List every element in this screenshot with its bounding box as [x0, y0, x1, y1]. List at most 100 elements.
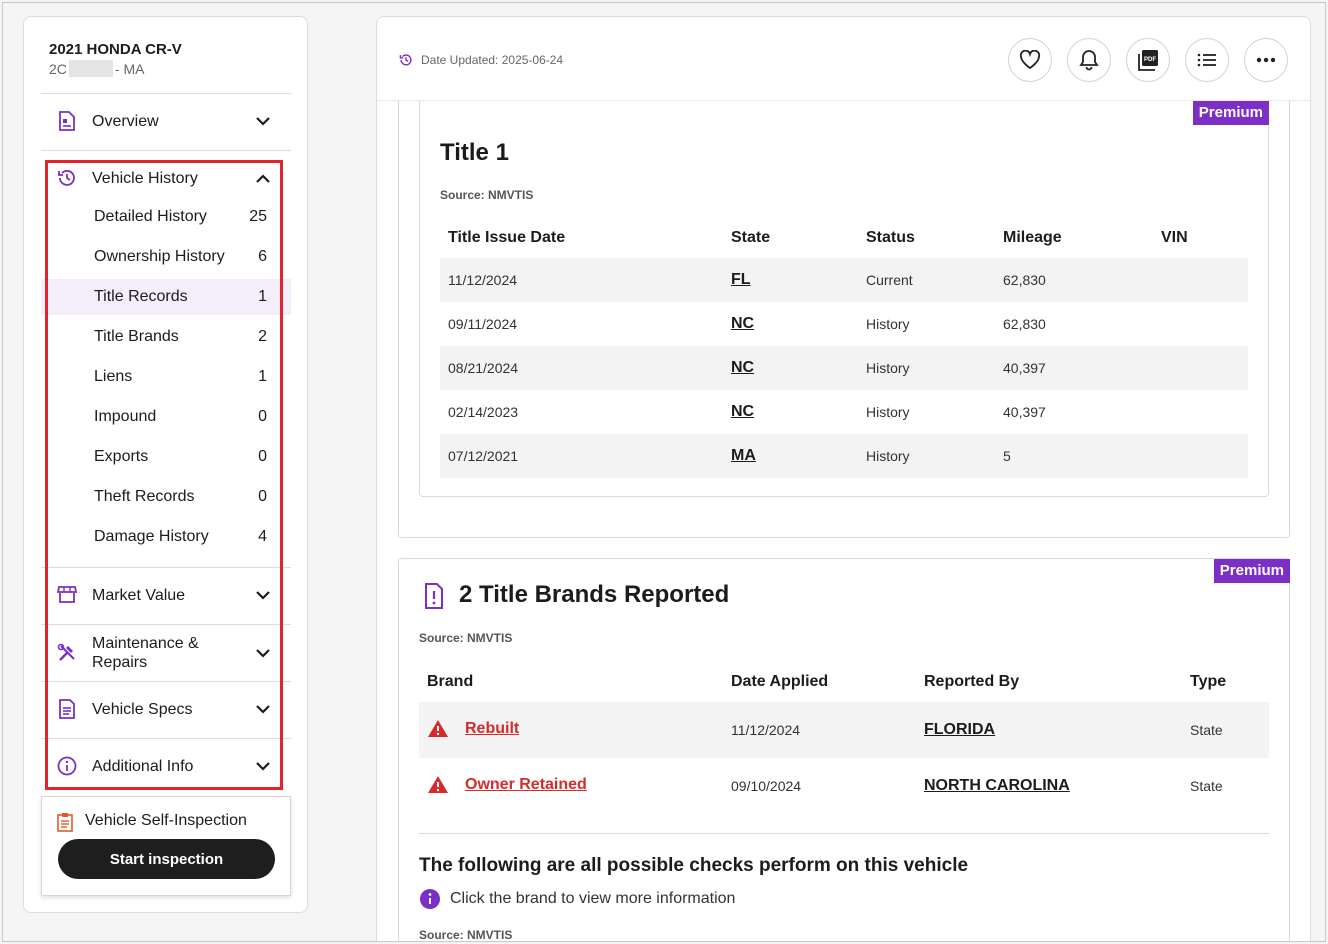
sidebar-item-maintenance[interactable]: Maintenance & Repairs [41, 631, 291, 675]
divider [41, 150, 291, 151]
sidebar: 2021 HONDA CR-V 2C - MA Overview Vehicle… [23, 16, 308, 913]
sidebar-item-label: Vehicle Specs [92, 700, 193, 718]
state-link[interactable]: NC [731, 359, 755, 376]
history-icon [56, 167, 78, 189]
vin-redaction [68, 60, 113, 77]
chevron-down-icon [255, 645, 271, 661]
inspection-label: Vehicle Self-Inspection [85, 812, 247, 829]
table-header-row: Title Issue Date State Status Mileage VI… [440, 218, 1248, 258]
divider [41, 738, 291, 739]
subitem-count: 0 [258, 408, 267, 425]
date-updated-text: Date Updated: 2025-06-24 [421, 53, 564, 67]
sidebar-item-label: Additional Info [92, 757, 194, 775]
favorite-button[interactable] [1008, 38, 1052, 82]
info-hint-text: Click the brand to view more information [450, 890, 736, 907]
sidebar-subitem-title-brands[interactable]: Title Brands 2 [41, 319, 291, 355]
sidebar-subitem-title-records[interactable]: Title Records 1 [41, 279, 291, 315]
vin [1153, 346, 1248, 390]
status: Current [858, 258, 995, 302]
status: History [866, 404, 910, 420]
sidebar-subitem-liens[interactable]: Liens 1 [41, 359, 291, 395]
start-inspection-button[interactable]: Start inspection [58, 839, 275, 879]
brand-type: State [1190, 778, 1223, 794]
subitem-label: Exports [94, 448, 149, 465]
column-header: Mileage [1003, 229, 1062, 246]
mileage: 5 [995, 434, 1153, 478]
date-applied: 09/10/2024 [731, 778, 802, 794]
table-row: 07/12/2021 MA History 5 [440, 434, 1248, 478]
sidebar-subitem-ownership-history[interactable]: Ownership History 6 [41, 239, 291, 275]
alert-document-icon [424, 583, 444, 614]
column-header: Date Applied [731, 673, 829, 690]
column-header: Reported By [924, 673, 1020, 690]
main-panel: Date Updated: 2025-06-24 PDF Premium Ti [376, 16, 1311, 942]
sidebar-subitem-damage-history[interactable]: Damage History 4 [41, 519, 291, 555]
sidebar-subitem-theft-records[interactable]: Theft Records 0 [41, 479, 291, 515]
subitem-count: 2 [258, 328, 267, 345]
sidebar-subitem-detailed-history[interactable]: Detailed History 25 [41, 199, 291, 235]
sidebar-subitem-impound[interactable]: Impound 0 [41, 399, 291, 435]
title-brands-table: Brand Date Applied Reported By Type Rebu… [419, 662, 1269, 814]
top-bar: Date Updated: 2025-06-24 PDF [377, 17, 1310, 101]
divider [419, 833, 1269, 834]
list-button[interactable] [1185, 38, 1229, 82]
vin [1153, 390, 1248, 434]
issue-date: 02/14/2023 [448, 404, 519, 420]
mileage: 40,397 [995, 346, 1153, 390]
sidebar-item-additional-info[interactable]: Additional Info [41, 747, 291, 785]
column-header: Status [866, 229, 915, 246]
specs-icon [56, 698, 78, 720]
issue-date: 07/12/2021 [440, 434, 723, 478]
label-line1: Maintenance & [92, 635, 199, 652]
sidebar-item-overview[interactable]: Overview [41, 102, 291, 140]
issue-date: 11/12/2024 [440, 258, 723, 302]
issue-date: 08/21/2024 [440, 346, 723, 390]
pdf-button[interactable]: PDF [1126, 38, 1170, 82]
reported-by-link[interactable]: FLORIDA [924, 721, 996, 738]
vin [1153, 302, 1248, 346]
state-link[interactable]: NC [731, 315, 755, 332]
title-card: Premium Title 1 Source: NMVTIS Title Iss… [419, 101, 1269, 497]
column-header: State [731, 229, 771, 246]
subitem-label: Detailed History [94, 208, 207, 225]
sidebar-item-label: Overview [92, 112, 159, 130]
subitem-count: 4 [258, 528, 267, 545]
subitem-label: Title Brands [94, 328, 179, 345]
table-header-row: Brand Date Applied Reported By Type [419, 662, 1269, 702]
warning-icon [428, 776, 448, 793]
sidebar-subitem-exports[interactable]: Exports 0 [41, 439, 291, 475]
premium-badge: Premium [1192, 101, 1269, 125]
table-row: 08/21/2024 NC History 40,397 [440, 346, 1248, 390]
subitem-count: 1 [258, 368, 267, 385]
vehicle-subtitle: 2C - MA [49, 60, 144, 77]
source-label: Source: NMVTIS [419, 928, 513, 942]
subitem-count: 0 [258, 448, 267, 465]
sidebar-item-vehicle-history[interactable]: Vehicle History [41, 159, 291, 197]
warning-icon [428, 720, 448, 737]
sidebar-item-label: Maintenance & Repairs [92, 634, 199, 672]
list-icon [1197, 53, 1216, 67]
vehicle-state: - MA [114, 60, 145, 77]
date-updated: Date Updated: 2025-06-24 [399, 53, 563, 67]
state-link[interactable]: MA [731, 447, 756, 464]
subitem-label: Damage History [94, 528, 209, 545]
state-link[interactable]: NC [731, 403, 755, 420]
heart-icon [1019, 50, 1041, 70]
divider [41, 93, 291, 94]
chevron-down-icon [255, 113, 271, 129]
title-card-heading: Title 1 [440, 139, 509, 166]
sidebar-item-market-value[interactable]: Market Value [41, 576, 291, 614]
subitem-label: Impound [94, 408, 157, 425]
state-link[interactable]: FL [731, 271, 751, 288]
reported-by-link[interactable]: NORTH CAROLINA [924, 777, 1070, 794]
subitem-label: Liens [94, 368, 133, 385]
brand-link[interactable]: Owner Retained [465, 775, 587, 793]
sidebar-item-vehicle-specs[interactable]: Vehicle Specs [41, 690, 291, 728]
brand-link[interactable]: Rebuilt [465, 719, 520, 737]
more-button[interactable] [1244, 38, 1288, 82]
table-row: Owner Retained 09/10/2024 NORTH CAROLINA… [419, 758, 1269, 814]
subitem-count: 6 [258, 248, 267, 265]
chevron-down-icon [255, 587, 271, 603]
date-applied: 11/12/2024 [723, 702, 916, 758]
alerts-button[interactable] [1067, 38, 1111, 82]
